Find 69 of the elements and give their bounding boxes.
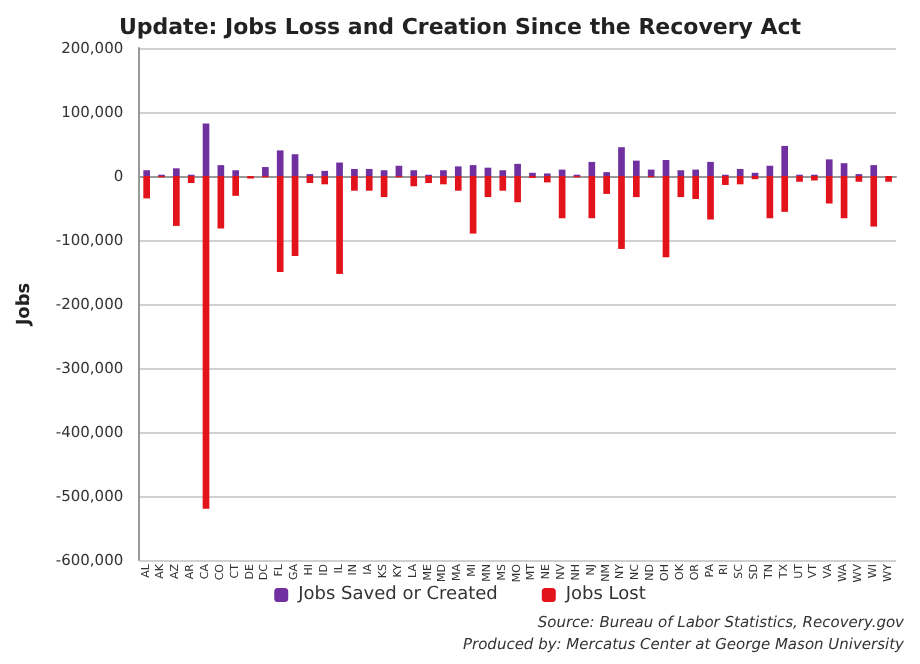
bar <box>291 176 299 256</box>
bar <box>632 176 640 198</box>
bar <box>365 168 373 176</box>
bar <box>662 160 670 176</box>
bar <box>588 176 596 219</box>
bar <box>336 162 343 176</box>
bar <box>677 170 685 176</box>
bar <box>855 176 863 182</box>
bar <box>885 176 892 182</box>
bar <box>618 147 625 176</box>
bar <box>736 176 744 185</box>
bar <box>870 165 878 176</box>
bar <box>440 176 447 185</box>
bar <box>632 160 640 176</box>
bar <box>425 176 432 184</box>
bar <box>291 154 299 176</box>
bar <box>454 176 462 191</box>
bar <box>173 176 180 226</box>
bar <box>143 170 150 176</box>
bar <box>825 176 833 204</box>
bar <box>647 169 655 176</box>
bar <box>469 176 477 234</box>
bar <box>321 170 329 176</box>
bar <box>781 145 789 176</box>
bar <box>173 168 180 176</box>
y-axis-title: Jobs <box>15 282 35 328</box>
bar <box>781 176 789 212</box>
bar <box>351 168 358 176</box>
bar <box>514 163 521 176</box>
bar <box>588 161 596 176</box>
bar <box>276 176 284 272</box>
bar <box>262 167 269 176</box>
bar <box>410 176 418 187</box>
bar <box>707 176 714 220</box>
bar <box>336 176 343 274</box>
bar <box>870 176 878 227</box>
bar <box>440 170 447 176</box>
bar <box>736 168 744 176</box>
bar <box>365 176 373 191</box>
bar <box>825 159 833 176</box>
bar <box>707 161 714 176</box>
bar <box>499 176 507 191</box>
bar <box>662 176 670 258</box>
bar <box>202 176 210 509</box>
bar <box>380 170 388 176</box>
bar <box>143 176 150 199</box>
bar <box>351 176 358 191</box>
bar <box>187 176 195 184</box>
bar <box>796 176 803 182</box>
bar <box>410 170 418 176</box>
bar <box>232 176 240 196</box>
bar <box>618 176 625 249</box>
bar <box>276 150 284 176</box>
legend-label: Jobs Saved or Created <box>296 585 498 605</box>
bar <box>692 176 700 200</box>
bar <box>722 176 729 185</box>
bar <box>692 169 700 176</box>
bar <box>321 176 329 185</box>
bar <box>840 163 848 176</box>
bar <box>603 176 610 194</box>
bar <box>514 176 521 203</box>
bar <box>543 176 551 183</box>
bar <box>217 165 225 176</box>
bar <box>469 165 477 176</box>
legend-label: Jobs Lost <box>563 585 647 605</box>
bar <box>454 166 462 176</box>
bar <box>499 170 507 176</box>
bar <box>232 170 240 176</box>
chart-title: Update: Jobs Loss and Creation Since the Recovery Act <box>118 14 802 40</box>
